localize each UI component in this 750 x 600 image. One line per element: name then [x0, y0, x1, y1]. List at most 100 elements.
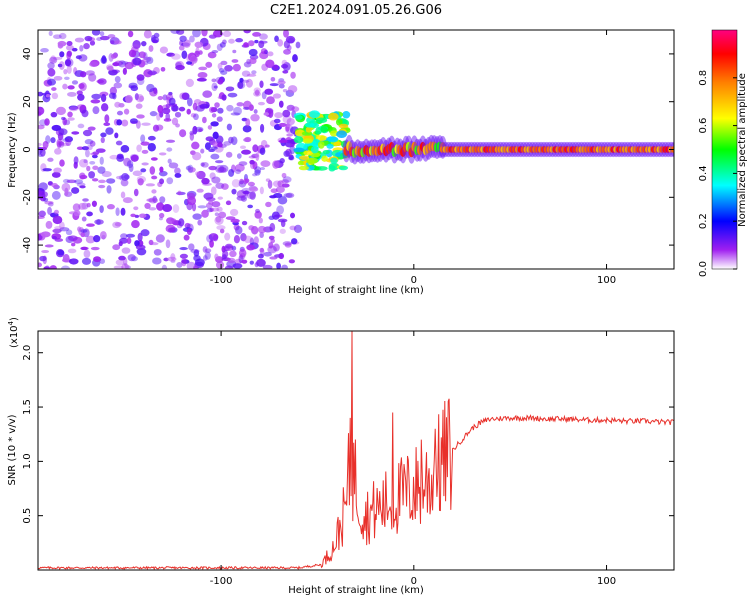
spectrogram-noise-blob — [225, 86, 235, 92]
colorbar-tick-label: 0.2 — [698, 213, 709, 229]
spectrogram-noise-blob — [170, 253, 176, 261]
spectrogram-noise-blob — [235, 38, 244, 43]
spectrogram-noise-blob — [140, 168, 147, 173]
spectrogram-noise-blob — [268, 242, 274, 249]
spectrogram-noise-blob — [259, 33, 268, 40]
spectrogram-noise-blob — [243, 61, 252, 68]
spectrogram-noise-blob — [213, 85, 218, 89]
spectrogram-noise-blob — [249, 159, 255, 165]
spectrogram-noise-blob — [81, 216, 87, 222]
spectrogram-noise-blob — [91, 200, 97, 207]
spectrogram-noise-blob — [265, 201, 272, 208]
spectrogram-noise-blob — [197, 71, 208, 79]
spectrogram-noise-blob — [239, 178, 244, 185]
spectrogram-noise-blob — [232, 263, 243, 269]
spectrogram-noise-blob — [80, 229, 88, 233]
spectrogram-noise-blob — [49, 265, 57, 269]
spectrogram-noise-blob — [221, 183, 229, 190]
spectrogram-transition-blob — [326, 143, 334, 149]
spectrogram-noise-blob — [148, 207, 157, 211]
spectrogram-noise-blob — [248, 40, 255, 47]
spectrogram-noise-blob — [176, 30, 185, 35]
spectrogram-noise-blob — [50, 55, 57, 63]
spectrogram-noise-blob — [224, 64, 233, 72]
spectrogram-noise-blob — [47, 62, 55, 70]
spectrogram-noise-blob — [194, 41, 204, 48]
spectrogram-noise-blob — [167, 227, 176, 233]
spectrogram-noise-blob — [235, 226, 243, 235]
spectrogram-noise-blob — [202, 90, 213, 98]
spectrogram-noise-blob — [243, 30, 251, 34]
spectrogram-noise-blob — [218, 211, 227, 219]
snr-ytick-label: 1.0 — [22, 453, 33, 469]
spectrogram-noise-blob — [87, 126, 96, 131]
spectrogram-noise-blob — [153, 248, 162, 256]
spectrogram-noise-blob — [177, 190, 182, 196]
spectrogram-noise-blob — [76, 146, 84, 151]
spectrogram-noise-blob — [243, 235, 253, 244]
spectrogram-noise-blob — [54, 226, 63, 230]
spectrogram-noise-blob — [266, 96, 275, 105]
spectrogram-noise-blob — [61, 182, 71, 192]
spectrogram-noise-blob — [166, 217, 175, 225]
spectrogram-noise-blob — [205, 136, 214, 142]
spectrogram-noise-blob — [217, 142, 223, 148]
spectrogram-noise-blob — [73, 156, 79, 165]
spectrogram-noise-blob — [239, 145, 247, 149]
spectrogram-noise-blob — [93, 235, 101, 243]
snr-xtick-label: -100 — [210, 576, 233, 587]
spectrogram-noise-blob — [259, 147, 266, 155]
spectrogram-noise-blob — [241, 70, 251, 77]
spectrogram-noise-blob — [67, 248, 77, 254]
spectrogram-noise-blob — [166, 147, 173, 152]
spectrogram-noise-blob — [56, 140, 62, 149]
spectrogram-noise-blob — [221, 94, 227, 101]
spectrogram-noise-blob — [275, 186, 285, 194]
spectrogram-noise-blob — [225, 243, 233, 249]
spectrogram-noise-blob — [235, 169, 242, 175]
spectrogram-noise-blob — [162, 107, 171, 115]
spectrogram-noise-blob — [216, 206, 223, 212]
spectrogram-noise-blob — [241, 220, 248, 226]
spectrogram-noise-blob — [71, 131, 80, 135]
spectrogram-noise-blob — [230, 218, 240, 223]
spectrogram-noise-blob — [168, 162, 179, 169]
spectrogram-noise-blob — [236, 190, 246, 199]
spectrogram-noise-blob — [76, 104, 86, 110]
spectrogram-noise-blob — [116, 175, 123, 180]
spectrogram-ytick-label: 0 — [22, 146, 33, 152]
spectrogram-noise-blob — [197, 205, 207, 209]
spectrogram-noise-blob — [222, 39, 227, 45]
spectrogram-transition-blob — [338, 123, 349, 129]
spectrogram-noise-blob — [86, 165, 91, 172]
spectrogram-noise-blob — [246, 73, 257, 77]
spectrogram-noise-blob — [51, 92, 59, 100]
spectrogram-noise-blob — [59, 159, 65, 167]
spectrogram-noise-blob — [62, 83, 68, 90]
spectrogram-noise-blob — [264, 144, 270, 148]
spectrogram-noise-blob — [141, 162, 149, 166]
spectrogram-noise-blob — [222, 30, 232, 38]
spectrogram-noise-blob — [75, 55, 82, 60]
spectrogram-noise-blob — [91, 93, 102, 100]
spectrogram-noise-blob — [233, 235, 240, 244]
spectrogram-noise-blob — [123, 108, 130, 115]
spectrogram-noise-blob — [64, 76, 70, 81]
snr-ytick-label: 0.5 — [22, 508, 33, 524]
spectrogram-noise-blob — [267, 179, 273, 189]
spectrogram-noise-blob — [251, 226, 259, 235]
spectrogram-noise-blob — [133, 188, 139, 197]
spectrogram-noise-blob — [66, 50, 73, 57]
spectrogram-noise-blob — [222, 250, 229, 258]
spectrogram-noise-blob — [285, 123, 291, 128]
spectrogram-noise-blob — [277, 218, 288, 223]
spectrogram-noise-blob — [207, 51, 217, 59]
spectrogram-transition-blob — [320, 125, 328, 133]
spectrogram-noise-blob — [253, 109, 258, 114]
spectrogram-noise-blob — [212, 131, 219, 140]
spectrogram-noise-blob — [277, 196, 288, 205]
spectrogram-noise-blob — [94, 219, 104, 225]
spectrogram-noise-blob — [53, 56, 63, 61]
spectrogram-transition-blob — [310, 145, 319, 154]
spectrogram-noise-blob — [114, 132, 119, 139]
